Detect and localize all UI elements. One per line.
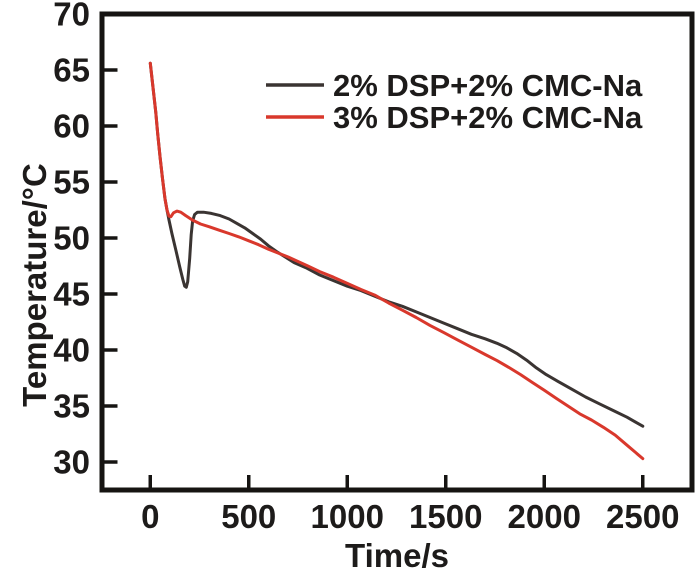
y-tick-label: 60: [53, 108, 90, 145]
y-tick-label: 70: [53, 0, 90, 33]
y-tick-label: 45: [53, 276, 90, 313]
plot-frame: [99, 11, 695, 493]
y-axis-title: Temperature/°C: [16, 163, 53, 407]
x-tick-label: 0: [141, 498, 159, 535]
x-tick-label: 1500: [409, 498, 482, 535]
y-tick-label: 30: [53, 444, 90, 481]
x-tick-label: 1000: [311, 498, 384, 535]
series-curves: [148, 61, 645, 461]
series-line-3pct-dsp: [148, 61, 645, 461]
y-tick-label: 65: [53, 52, 90, 89]
y-tick-label: 55: [53, 164, 90, 201]
x-tick-label: 2000: [508, 498, 581, 535]
series-line-2pct-dsp: [148, 61, 645, 428]
legend: 2% DSP+2% CMC-Na 3% DSP+2% CMC-Na: [266, 68, 643, 135]
x-tick-label: 2500: [606, 498, 679, 535]
y-tick-label: 40: [53, 332, 90, 369]
legend-label-3pct-dsp: 3% DSP+2% CMC-Na: [333, 100, 643, 135]
x-tick-label: 500: [221, 498, 276, 535]
x-axis-title: Time/s: [345, 537, 449, 574]
axis-ticks: 0 500 1000 1500 2000 2500 30 35 40 45 50 55 60 65 70: [53, 0, 679, 535]
y-tick-label: 50: [53, 220, 90, 257]
legend-label-2pct-dsp: 2% DSP+2% CMC-Na: [333, 68, 643, 103]
y-tick-label: 35: [53, 388, 90, 425]
